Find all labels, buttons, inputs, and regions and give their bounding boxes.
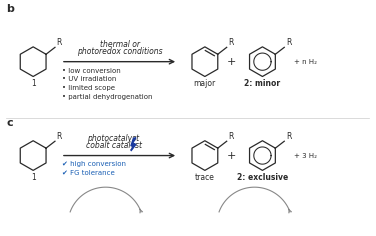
Text: +: + <box>227 57 237 67</box>
Text: 2: minor: 2: minor <box>244 79 280 88</box>
Text: 1: 1 <box>31 173 35 182</box>
Text: • partial dehydrogenation: • partial dehydrogenation <box>62 94 152 100</box>
Text: R: R <box>286 38 291 47</box>
Text: R: R <box>228 38 233 47</box>
Polygon shape <box>131 138 136 151</box>
Text: R: R <box>286 132 291 141</box>
Text: R: R <box>228 132 233 141</box>
Text: ✔ high conversion: ✔ high conversion <box>62 161 126 168</box>
Text: b: b <box>6 4 14 14</box>
Text: R: R <box>56 132 62 141</box>
Text: c: c <box>6 118 13 128</box>
Text: cobalt catalyst: cobalt catalyst <box>86 141 141 150</box>
Text: major: major <box>194 79 216 88</box>
Text: thermal or: thermal or <box>100 40 139 49</box>
Text: +: + <box>227 151 237 160</box>
Text: • UV irradiation: • UV irradiation <box>62 76 116 83</box>
Text: photocatalyst: photocatalyst <box>88 134 139 143</box>
Text: • limited scope: • limited scope <box>62 85 115 91</box>
Text: R: R <box>56 38 62 47</box>
Text: • low conversion: • low conversion <box>62 67 121 74</box>
Text: photoredox conditions: photoredox conditions <box>77 47 162 56</box>
Text: 2: exclusive: 2: exclusive <box>237 173 288 182</box>
Text: trace: trace <box>195 173 215 182</box>
Text: 1: 1 <box>31 79 35 88</box>
Text: + 3 H₂: + 3 H₂ <box>294 152 317 159</box>
Text: + n H₂: + n H₂ <box>294 59 317 65</box>
Text: ✔ FG tolerance: ✔ FG tolerance <box>62 170 115 176</box>
